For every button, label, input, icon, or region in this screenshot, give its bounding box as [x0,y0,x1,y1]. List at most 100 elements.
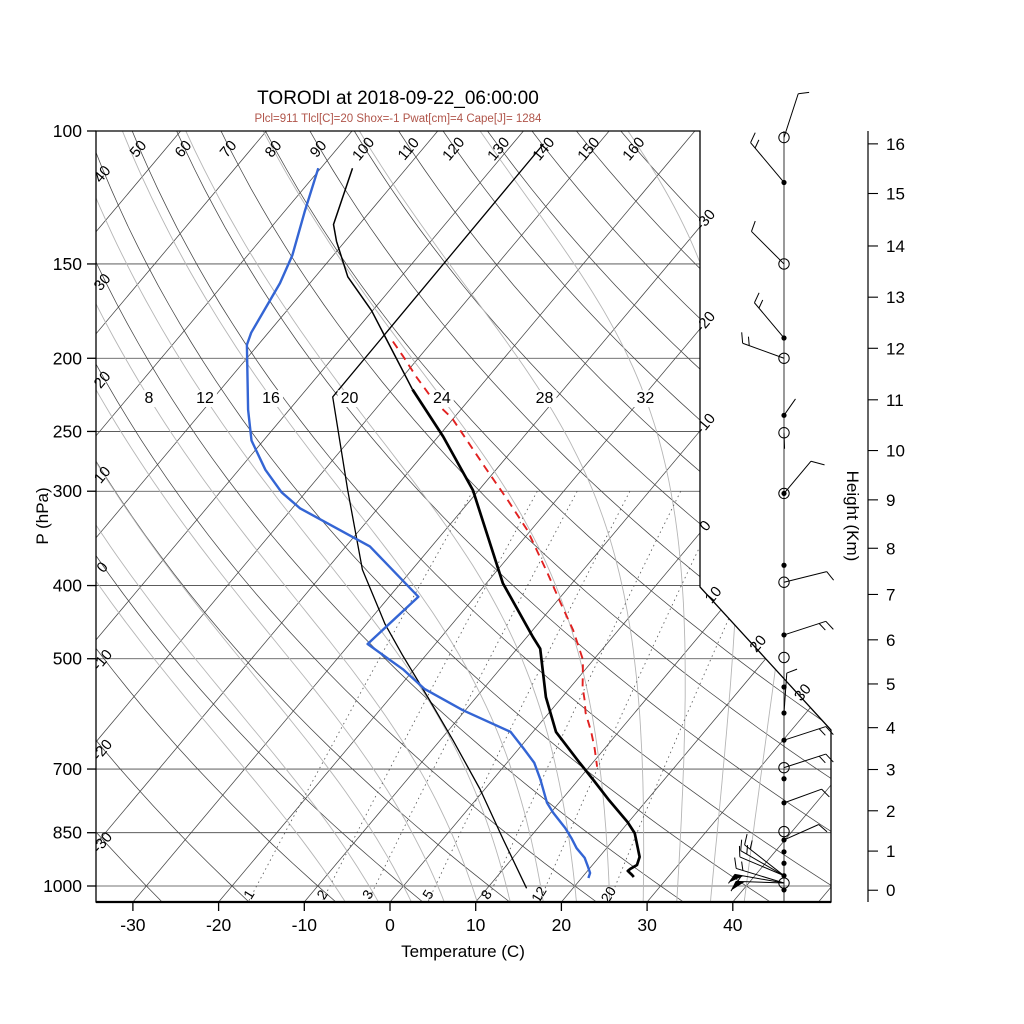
moist-adiabat-line [96,131,445,902]
mixing-ratio-label: 5 [419,887,437,902]
height-tick-label: 0 [886,881,895,900]
mixing-ratio-line [247,490,474,902]
wind-barb-tick [825,753,834,763]
wind-barb-staff [744,844,785,877]
height-axis-label: Height (Km) [843,470,862,562]
wind-barb-pennant [731,881,746,891]
wind-barb [781,887,787,893]
wind-barb-staff [783,432,786,449]
label-mask [259,390,283,407]
isotherm-label-diagonal: 20 [746,632,770,656]
wind-barb-tick [744,834,748,846]
auxiliary-curve [332,143,544,889]
height-tick-label: 10 [886,442,905,461]
dry-adiabat-line [531,131,831,902]
isotherm-label-right: -20 [692,308,719,336]
wind-barb-tick [740,839,743,851]
height-tick-label: 9 [886,491,895,510]
mixing-ratio-line [427,491,631,902]
wind-barb-staff [742,342,785,359]
dry-adiabat-line [620,131,831,902]
wind-barb [781,620,834,638]
wind-barb-staff [783,398,796,416]
dry-adiabat-label-top: 110 [394,134,422,163]
wind-level-dot [781,776,787,782]
wind-barb-staff [783,673,788,714]
height-tick-label: 7 [886,585,895,604]
temperature-curve [411,388,641,878]
pressure-tick-label: 700 [53,759,82,779]
dry-adiabat-label-top: 80 [262,137,286,161]
height-tick-label: 16 [886,135,905,154]
dry-adiabat-line [96,131,337,902]
isotherm-line [561,131,831,902]
height-tick-label: 3 [886,761,895,780]
dry-adiabat-label-left: 20 [91,368,115,392]
wind-barb [781,726,834,743]
dry-adiabat-label-top: 70 [217,137,241,161]
isotherm-line [96,131,181,902]
moist-adiabat-label: 28 [536,390,554,407]
temperature-axis-label: Temperature (C) [401,942,525,961]
wind-barb-staff [739,856,785,877]
dry-adiabat-line [309,131,831,902]
wind-barb [778,91,810,144]
wind-barb-staff [751,231,785,265]
wind-barb-tick [754,139,760,149]
moist-adiabat-line [743,131,807,902]
wind-barb-tick [818,728,826,736]
wind-barb-tick [826,571,835,581]
label-mask [633,390,658,407]
temperature-tick-label: 30 [637,915,657,935]
wind-barb-tick [741,861,744,871]
height-tick-label: 4 [886,719,895,738]
moist-adiabat-label: 20 [341,390,359,407]
temperature-tick-label: 10 [466,915,486,935]
wind-barb-tick [825,726,834,735]
wind-barb-tick [798,91,810,95]
temperature-tick-label: -10 [292,915,318,935]
wind-barb [781,562,787,568]
wind-barb-staff [783,571,827,583]
wind-barb [781,788,830,806]
height-tick-label: 2 [886,802,895,821]
wind-level-circle [778,258,790,270]
wind-barb [781,849,787,855]
wind-barb-tick [728,874,736,884]
pressure-tick-label: 300 [53,481,82,501]
sounding-layer [245,143,641,889]
pressure-tick-label: 400 [53,576,82,596]
pressure-tick-label: 850 [53,823,82,843]
isotherm-line [96,131,610,902]
height-tick-label: 1 [886,842,895,861]
wind-barb-pennant [729,874,744,883]
moist-adiabat-label: 8 [145,390,154,407]
height-tick-label: 8 [886,539,895,558]
mixing-ratio-label: 12 [528,883,550,905]
pressure-tick-label: 250 [53,421,82,441]
wind-barb [781,824,828,843]
dry-adiabat-line [220,131,831,902]
isotherm-line [0,131,9,902]
label-mask [337,390,362,407]
dewpoint-curve [245,167,592,879]
wind-barb [738,834,787,879]
pressure-axis-label: P (hPa) [33,487,52,545]
dry-adiabat-line [176,131,831,902]
wind-barb-tick [818,824,828,833]
wind-barb-tick [810,460,825,466]
height-tick-label: 12 [886,339,905,358]
wind-barb-tick [818,755,826,764]
wind-barb [778,571,835,588]
dry-adiabat-label-top: 50 [127,137,151,161]
wind-level-dot [781,849,787,855]
isotherm-line [990,131,1024,902]
moist-adiabat-label: 16 [262,390,280,407]
dry-adiabat-line [96,131,424,902]
moist-adiabat-label: 12 [196,390,214,407]
moist-adiabat-line [96,131,412,902]
isotherm-line [96,131,524,902]
temperature-tick-label: 40 [723,915,743,935]
label-mask [193,390,217,407]
